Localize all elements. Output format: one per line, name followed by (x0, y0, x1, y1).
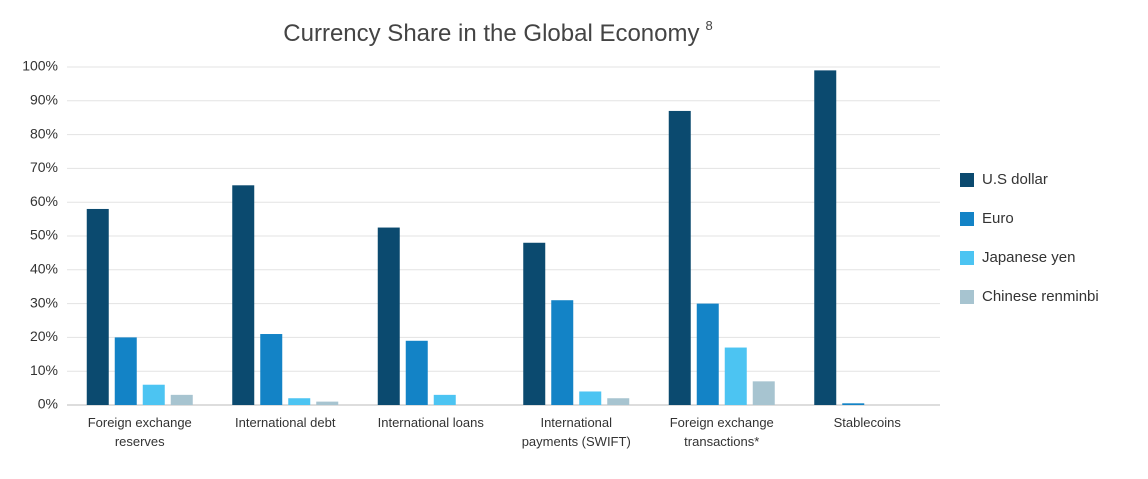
bar (232, 185, 255, 405)
bar (316, 401, 339, 405)
legend-swatch (960, 212, 974, 226)
bar (724, 347, 747, 405)
legend-swatch (960, 290, 974, 304)
legend-label: U.S dollar (982, 171, 1048, 188)
bar (114, 337, 137, 405)
y-tick-label: 40% (30, 261, 58, 277)
bar (288, 398, 311, 405)
y-tick-label: 30% (30, 294, 58, 310)
x-tick-label: Stablecoins (833, 415, 901, 430)
bar (170, 394, 193, 405)
bar (260, 334, 283, 405)
bar (579, 391, 602, 405)
y-tick-label: 90% (30, 92, 58, 108)
bar (433, 394, 456, 405)
bar (814, 70, 837, 405)
bar (377, 227, 400, 405)
bar (405, 340, 428, 405)
bar (696, 303, 719, 405)
bar (752, 381, 775, 405)
bar (607, 398, 630, 405)
y-tick-label: 60% (30, 193, 58, 209)
bar (551, 300, 574, 405)
legend-swatch (960, 173, 974, 187)
title-superscript: 8 (705, 18, 712, 33)
y-tick-label: 50% (30, 227, 58, 243)
y-tick-label: 70% (30, 159, 58, 175)
legend-label: Chinese renminbi (982, 288, 1099, 305)
x-tick-label: International debt (235, 415, 336, 430)
bar (668, 110, 691, 405)
y-tick-label: 100% (22, 58, 58, 74)
x-tick-label: International loans (377, 415, 484, 430)
bar (142, 384, 165, 405)
x-tick-label: Foreign exchange reserves (87, 415, 192, 449)
chart-title: Currency Share in the Global Economy 8 (283, 18, 712, 47)
bar (86, 208, 109, 405)
y-tick-label: 10% (30, 362, 58, 378)
legend-label: Euro (982, 210, 1014, 227)
bar (842, 403, 865, 405)
bar (523, 242, 546, 405)
title-text: Currency Share in the Global Economy (283, 20, 699, 47)
legend-swatch (960, 251, 974, 265)
legend-label: Japanese yen (982, 249, 1075, 266)
x-tick-label: International payments (SWIFT) (521, 415, 631, 449)
y-tick-label: 20% (30, 328, 58, 344)
x-tick-label: Foreign exchange transactions* (669, 415, 774, 449)
y-tick-label: 0% (38, 396, 58, 412)
y-tick-label: 80% (30, 125, 58, 141)
